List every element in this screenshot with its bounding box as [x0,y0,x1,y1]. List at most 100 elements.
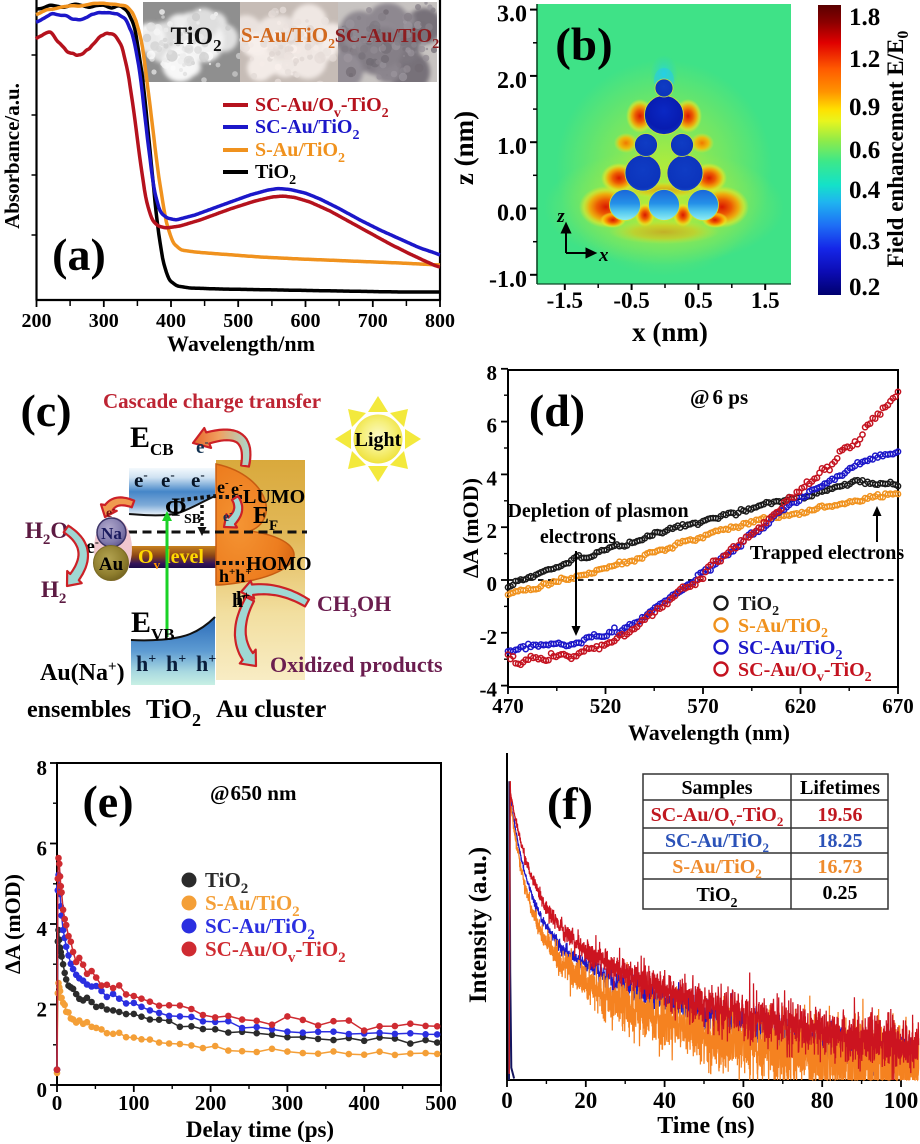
svg-text:z (nm): z (nm) [449,111,479,185]
svg-text:electrons: electrons [540,526,616,548]
svg-text:S-Au/TiO2: S-Au/TiO2 [738,615,828,641]
svg-text:SC-Au/Ov-TiO2: SC-Au/Ov-TiO2 [651,804,784,829]
svg-text:(b): (b) [555,19,612,71]
svg-text:Depletion of plasmon: Depletion of plasmon [507,500,688,522]
svg-text:0: 0 [52,1091,63,1115]
svg-text:Φ: Φ [165,493,187,522]
svg-text:470: 470 [492,694,524,718]
svg-text:100: 100 [118,1091,150,1115]
svg-text:Ov level: Ov level [138,546,204,572]
svg-text:@6 ps: @6 ps [690,385,748,409]
svg-text:Delay time (ps): Delay time (ps) [186,1117,334,1142]
svg-text:Intensity (a.u.): Intensity (a.u.) [465,847,492,1003]
svg-text:0.6: 0.6 [849,137,880,164]
svg-text:300: 300 [272,1091,304,1115]
svg-text:ΔA (mOD): ΔA (mOD) [458,478,483,578]
svg-text:Lifetimes: Lifetimes [800,777,880,799]
svg-text:S-Au/TiO2: S-Au/TiO2 [672,856,762,881]
svg-text:SC-Au/TiO2: SC-Au/TiO2 [738,637,842,663]
svg-text:100: 100 [884,1088,919,1113]
svg-text:z: z [556,206,565,227]
svg-text:SB: SB [184,512,201,527]
svg-text:Cascade charge transfer: Cascade charge transfer [103,389,321,413]
svg-text:8: 8 [37,756,48,780]
svg-text:(f): (f) [547,778,593,829]
svg-text:0.0: 0.0 [497,201,527,227]
svg-text:1.5: 1.5 [751,288,780,313]
svg-text:600: 600 [291,310,321,332]
svg-text:18.25: 18.25 [818,830,863,852]
svg-text:620: 620 [785,694,817,718]
svg-text:(a): (a) [52,229,106,280]
svg-text:EVB: EVB [131,606,175,644]
svg-text:3.0: 3.0 [497,2,527,28]
svg-text:Au cluster: Au cluster [216,696,326,723]
svg-text:e-: e- [106,504,115,521]
svg-text:0.2: 0.2 [849,274,880,301]
svg-text:20: 20 [574,1088,597,1113]
svg-text:0: 0 [487,572,498,596]
svg-text:e-: e- [223,508,232,525]
svg-text:@650 nm: @650 nm [210,781,297,805]
svg-text:x (nm): x (nm) [632,317,708,347]
svg-text:ensembles: ensembles [27,697,131,723]
svg-text:x: x [598,245,609,266]
svg-text:SC-Au/TiO2: SC-Au/TiO2 [665,830,769,855]
svg-text:Time (ns): Time (ns) [657,1113,755,1139]
svg-text:2.0: 2.0 [497,68,527,94]
svg-text:0: 0 [501,1088,513,1113]
svg-text:Absorbance/a.u.: Absorbance/a.u. [0,83,24,229]
svg-text:0.25: 0.25 [823,882,858,904]
svg-text:HOMO: HOMO [246,553,312,575]
svg-text:ΔA (mOD): ΔA (mOD) [0,874,25,974]
svg-text:Wavelength (nm): Wavelength (nm) [628,720,790,745]
svg-text:4: 4 [487,466,498,490]
svg-text:Na: Na [101,524,122,543]
svg-text:400: 400 [348,1091,380,1115]
svg-text:-4: -4 [480,678,498,702]
svg-text:(d): (d) [529,385,585,436]
svg-text:TiO2: TiO2 [170,23,221,55]
svg-text:-1.5: -1.5 [547,288,583,313]
svg-text:400: 400 [156,310,186,332]
svg-text:0.9: 0.9 [849,94,880,121]
svg-text:0.5: 0.5 [684,288,713,313]
svg-text:60: 60 [732,1088,755,1113]
svg-text:1.2: 1.2 [849,46,880,73]
svg-text:16.73: 16.73 [818,856,863,878]
svg-text:800: 800 [425,310,455,332]
svg-text:570: 570 [687,694,719,718]
svg-text:19.56: 19.56 [818,804,863,826]
svg-text:2: 2 [37,998,48,1022]
svg-text:-0.5: -0.5 [613,288,649,313]
svg-text:0: 0 [37,1078,48,1102]
svg-text:Wavelength/nm: Wavelength/nm [167,331,315,356]
svg-text:Field enhancement E/E0: Field enhancement E/E0 [883,31,912,268]
svg-text:(e): (e) [82,776,133,827]
svg-text:0.3: 0.3 [849,228,880,255]
svg-text:6: 6 [487,414,498,438]
svg-text:520: 520 [590,694,622,718]
svg-text:0.4: 0.4 [849,177,881,204]
svg-text:SC-Au/Ov-TiO2: SC-Au/Ov-TiO2 [738,659,872,685]
svg-text:40: 40 [653,1088,676,1113]
svg-text:8: 8 [487,361,498,385]
svg-text:500: 500 [223,310,253,332]
svg-text:Samples: Samples [681,777,752,799]
svg-text:1.8: 1.8 [849,4,880,31]
svg-text:Trapped electrons: Trapped electrons [750,542,904,564]
svg-text:Light: Light [355,429,402,451]
svg-text:4: 4 [37,917,48,941]
svg-text:Oxidized products: Oxidized products [270,652,443,677]
svg-text:-2: -2 [480,625,498,649]
svg-text:1.0: 1.0 [497,134,527,160]
svg-text:-1.0: -1.0 [489,267,527,293]
svg-text:500: 500 [425,1091,457,1115]
svg-text:h+h+: h+h+ [219,566,252,586]
svg-text:300: 300 [89,310,119,332]
svg-text:(c): (c) [20,385,71,436]
svg-text:LUMO: LUMO [243,486,305,508]
svg-text:200: 200 [22,310,52,332]
svg-text:6: 6 [37,837,48,861]
svg-text:670: 670 [882,694,914,718]
